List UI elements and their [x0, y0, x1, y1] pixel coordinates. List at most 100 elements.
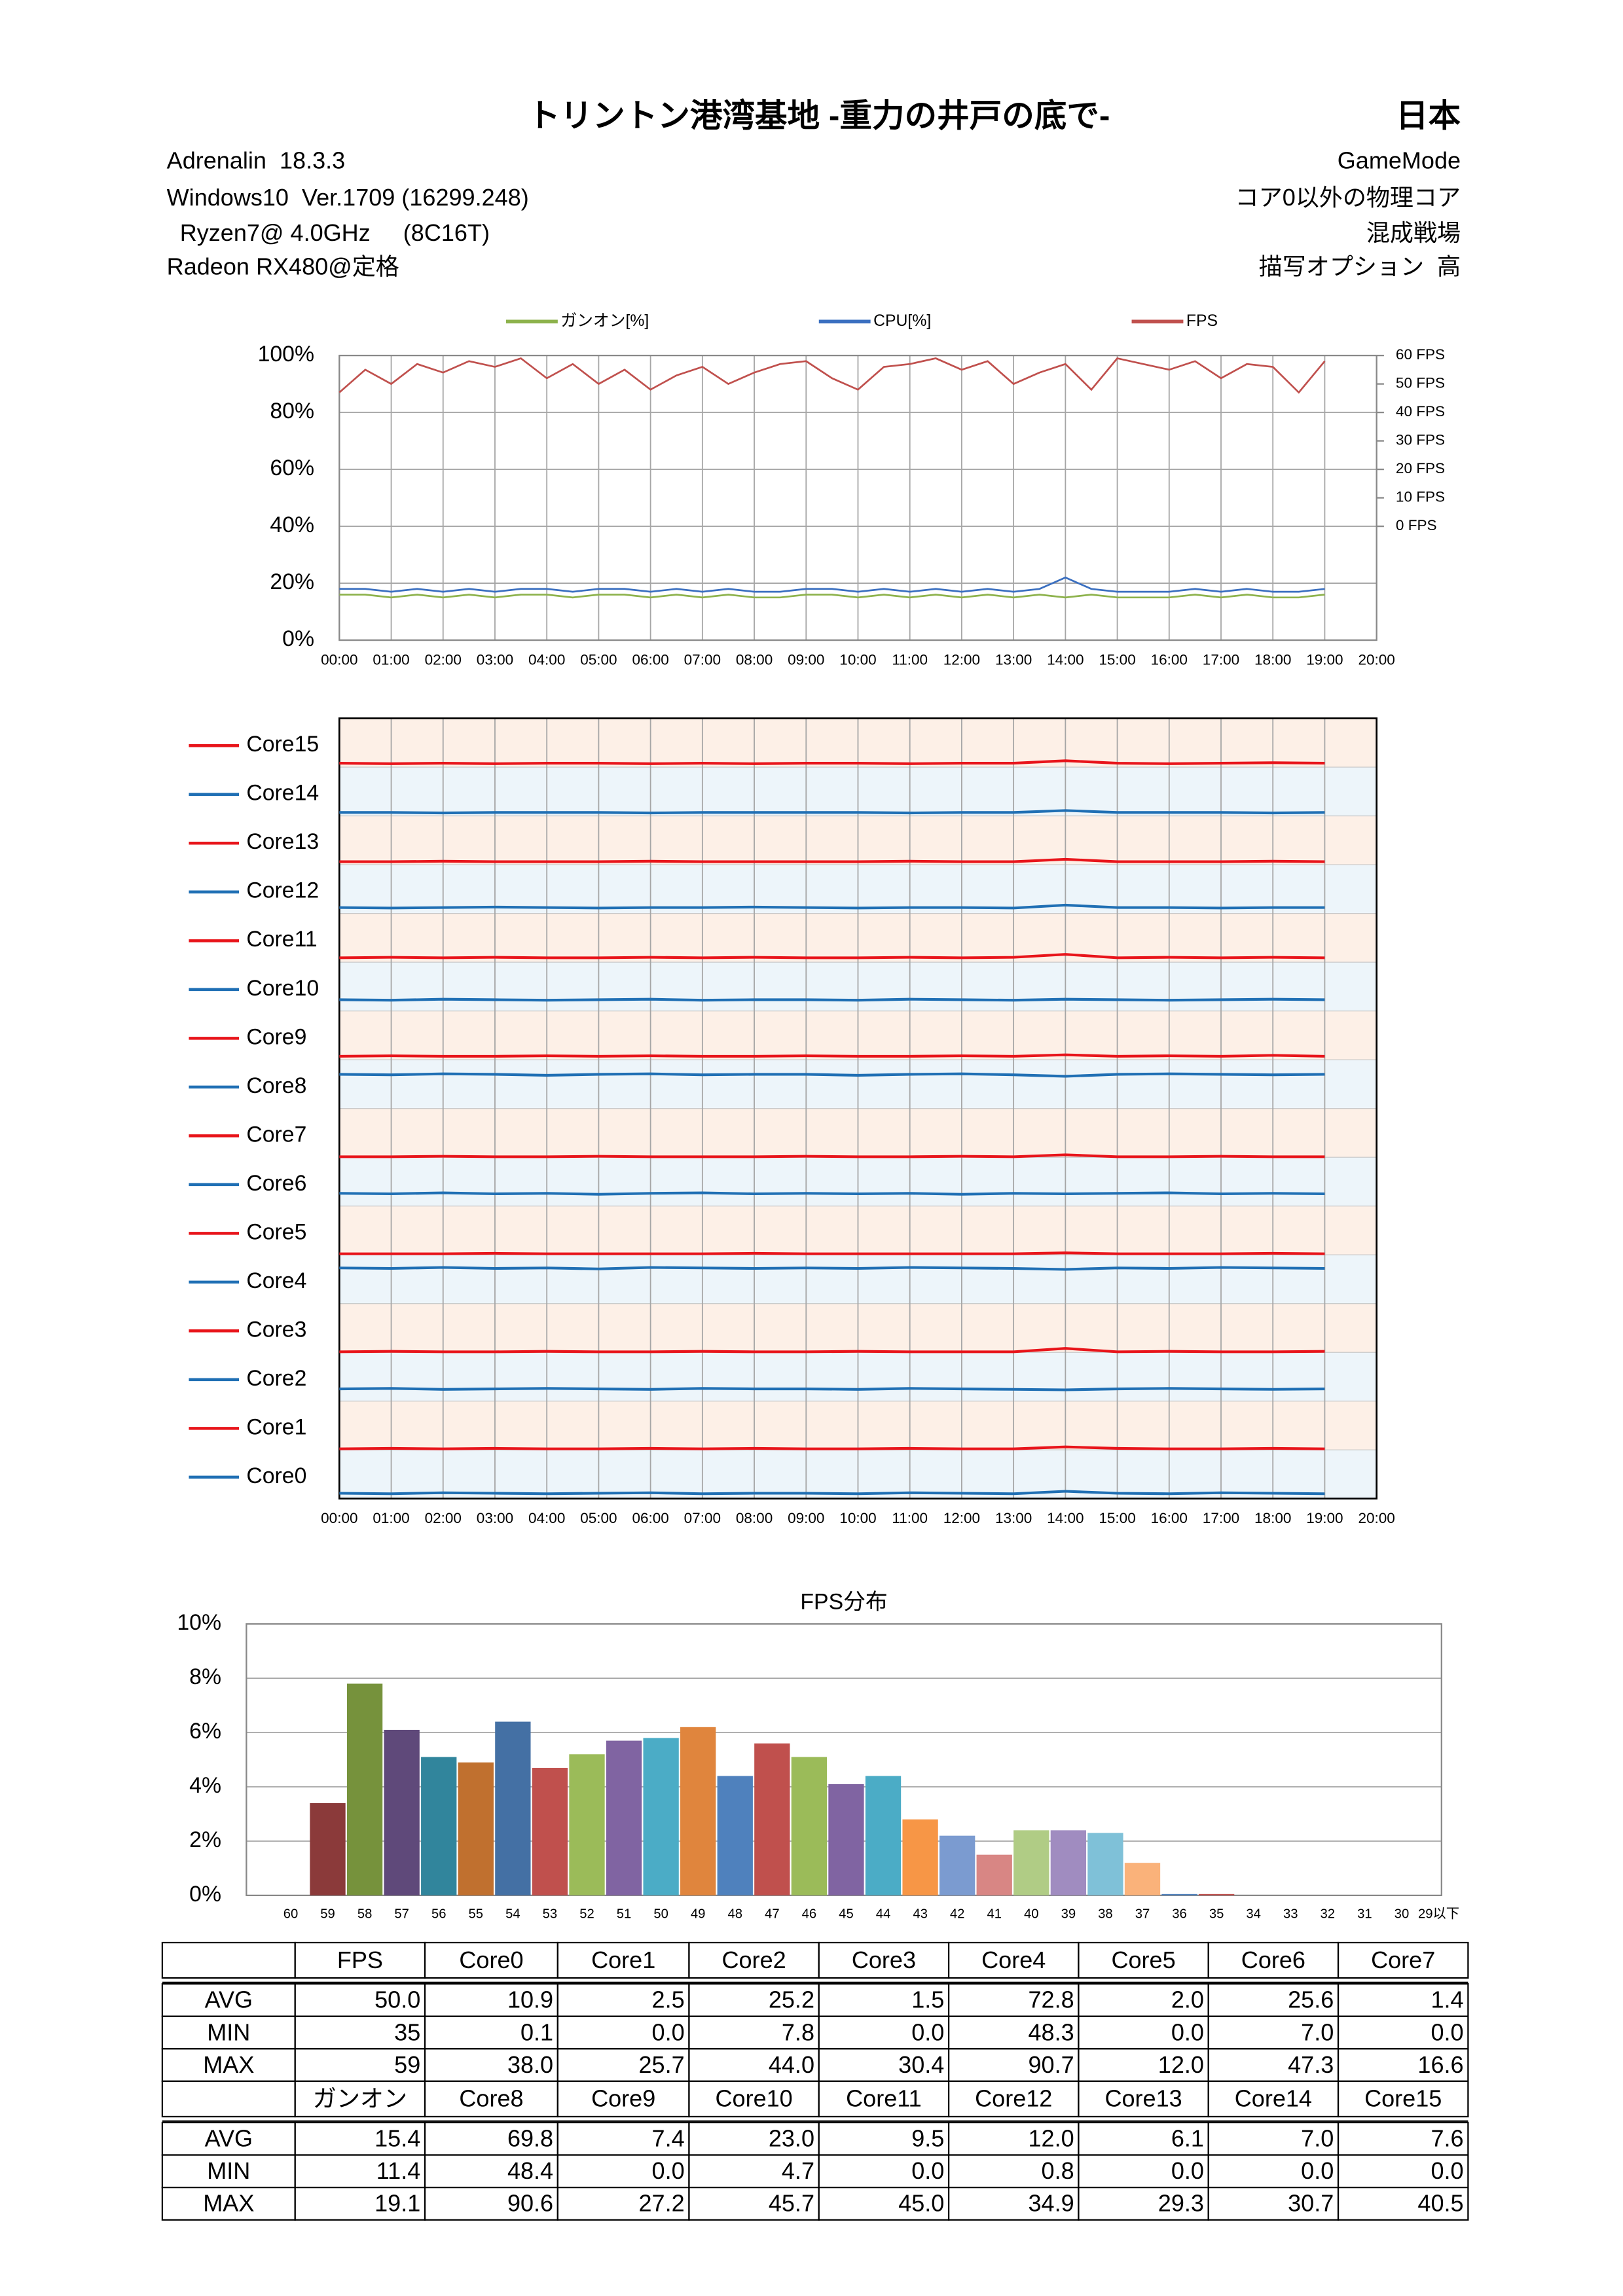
core-line	[339, 903, 1325, 910]
bar	[791, 1757, 828, 1895]
table-cell	[818, 1983, 950, 2017]
x-tick-label: 10:00	[839, 1510, 876, 1526]
x-tick-label: 11:00	[892, 1510, 928, 1526]
x-tick-label: 03:00	[477, 652, 513, 668]
legend-label: ガンオン[%]	[560, 312, 649, 330]
column-header: Core3	[852, 1946, 916, 1973]
x-tick-label: 44	[876, 1907, 891, 1922]
header-cell	[1207, 1941, 1340, 1979]
bar	[458, 1762, 494, 1895]
table-cell	[1078, 2187, 1209, 2221]
column-header: Core2	[722, 1946, 786, 1973]
bar	[384, 1729, 420, 1895]
column-header: Core14	[1235, 2085, 1312, 2112]
column-header: Core10	[715, 2085, 792, 2112]
y2-tick-label: 10 FPS	[1396, 489, 1445, 505]
y2-tick-label: 30 FPS	[1396, 432, 1445, 448]
x-tick-label: 58	[357, 1907, 373, 1922]
x-tick-label: 02:00	[425, 652, 462, 668]
x-tick-label: 14:00	[1047, 652, 1084, 668]
table-cell	[556, 2121, 690, 2156]
table-cell	[1337, 1983, 1469, 2017]
cell-value: 30.4	[898, 2051, 944, 2078]
table-cell	[1207, 1983, 1340, 2017]
cell-value: 59	[394, 2051, 420, 2078]
header-cell	[1078, 2080, 1209, 2118]
table-cell	[424, 2048, 559, 2082]
core-line	[339, 1445, 1325, 1450]
legend-label: Core0	[246, 1463, 306, 1488]
cell-value: 34.9	[1028, 2190, 1074, 2217]
table-cell	[1207, 2048, 1340, 2082]
table-cell	[294, 2154, 426, 2189]
table-cell	[1207, 2121, 1340, 2156]
info-right: 描写オプション 高	[1259, 253, 1461, 280]
column-header: Core12	[975, 2085, 1052, 2112]
cell-value: 7.8	[782, 2018, 814, 2045]
x-tick-label: 46	[802, 1907, 817, 1922]
cell-value: 12.0	[1028, 2125, 1074, 2152]
cell-value: 19.1	[374, 2190, 420, 2217]
info-left: Ryzen7@ 4.0GHz (8C16T)	[167, 219, 490, 246]
cell-value: 7.4	[652, 2125, 685, 2152]
cell-value: 25.2	[769, 1986, 814, 2013]
y2-tick-label: 0 FPS	[1396, 517, 1437, 533]
x-tick-label: 39	[1061, 1907, 1076, 1922]
legend-label: Core5	[246, 1219, 306, 1244]
cell-value: 10.9	[507, 1986, 553, 2013]
cell-value: 35	[394, 2018, 420, 2045]
y2-tick-label: 50 FPS	[1396, 375, 1445, 391]
x-tick-label: 45	[839, 1907, 854, 1922]
table-cell	[294, 2187, 426, 2221]
table-cell	[424, 2187, 559, 2221]
x-tick-label: 07:00	[684, 1510, 721, 1526]
column-header: Core6	[1241, 1946, 1305, 1973]
info-left: Windows10 Ver.1709 (16299.248)	[167, 184, 529, 211]
x-tick-label: 34	[1246, 1907, 1261, 1922]
x-tick-label: 04:00	[528, 652, 565, 668]
table-cell	[947, 2187, 1080, 2221]
y-tick-label: 2%	[189, 1827, 221, 1852]
legend-label: Core14	[246, 781, 319, 806]
header-cell	[1337, 1941, 1469, 1979]
table-cell	[424, 2121, 559, 2156]
series-line	[339, 576, 1325, 593]
y-tick-label: 100%	[258, 342, 314, 367]
x-tick-label: 40	[1024, 1907, 1039, 1922]
bar	[939, 1835, 976, 1895]
x-tick-label: 32	[1321, 1907, 1336, 1922]
x-tick-label: 07:00	[684, 652, 721, 668]
y-tick-label: 80%	[270, 399, 314, 423]
table-cell	[947, 2121, 1080, 2156]
legend-label: Core4	[246, 1268, 306, 1293]
header-cell	[688, 1941, 820, 1979]
x-tick-label: 47	[765, 1907, 780, 1922]
cell-value: 12.0	[1158, 2051, 1204, 2078]
table-cell	[424, 1983, 559, 2017]
x-tick-label: 19:00	[1306, 652, 1343, 668]
table-cell	[556, 2154, 690, 2189]
y-tick-label: 0%	[282, 626, 314, 651]
column-header: Core13	[1104, 2085, 1182, 2112]
x-tick-label: 35	[1209, 1907, 1224, 1922]
x-tick-label: 18:00	[1254, 652, 1291, 668]
table-cell	[556, 2048, 690, 2082]
table-corner-cell	[161, 2080, 296, 2118]
table-cell	[688, 2154, 820, 2189]
table-cell	[1207, 2187, 1340, 2221]
cell-value: 0.0	[911, 2157, 944, 2184]
row-label: AVG	[205, 2125, 253, 2152]
cell-value: 0.0	[1171, 2018, 1204, 2045]
x-tick-label: 06:00	[632, 652, 668, 668]
x-tick-label: 48	[727, 1907, 742, 1922]
plot-border	[338, 717, 1377, 1500]
info-right: GameMode	[1338, 147, 1461, 173]
cell-value: 16.6	[1417, 2051, 1463, 2078]
bar	[828, 1784, 864, 1895]
x-tick-label: 16:00	[1151, 652, 1188, 668]
bar	[865, 1776, 902, 1895]
row-label-cell	[161, 2187, 296, 2221]
y2-tick-label: 20 FPS	[1396, 460, 1445, 476]
cell-value: 7.6	[1431, 2125, 1463, 2152]
cell-value: 0.1	[520, 2018, 553, 2045]
